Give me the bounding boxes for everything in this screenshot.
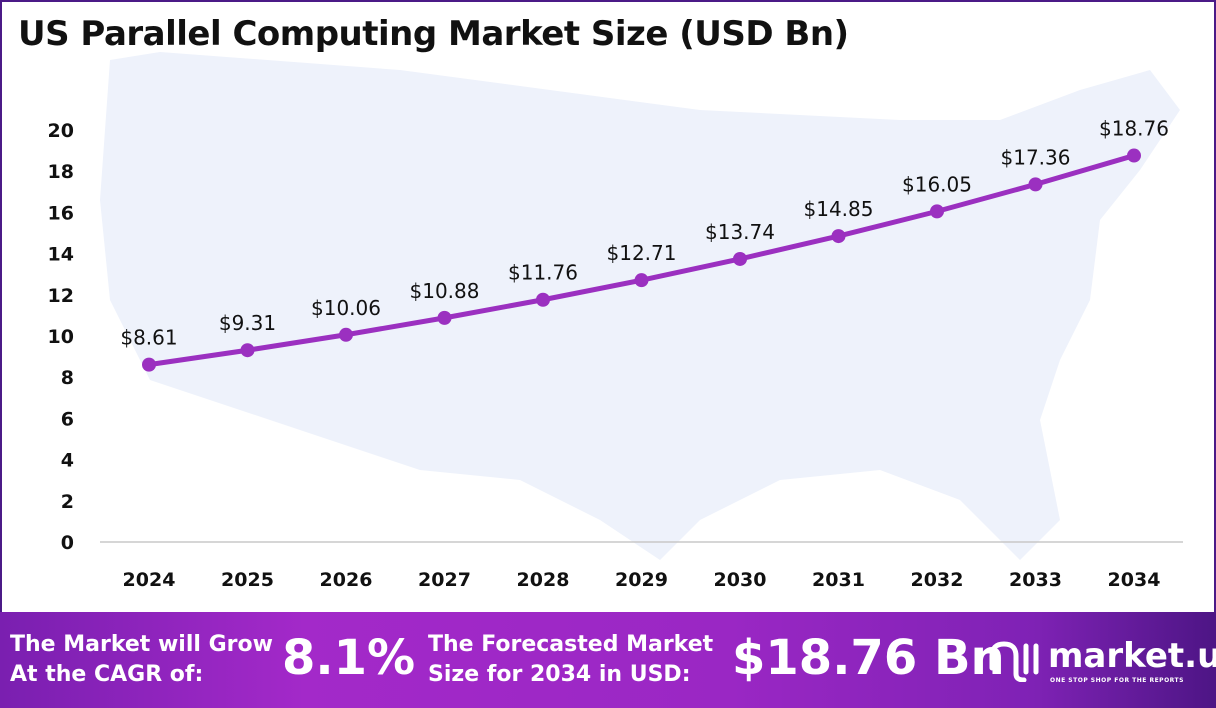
data-label: $14.85 [804, 197, 874, 221]
cagr-value: 8.1% [282, 630, 416, 686]
x-tick-label: 2030 [714, 569, 767, 591]
y-tick-label: 16 [48, 202, 74, 224]
data-label: $11.76 [508, 261, 578, 285]
y-tick-label: 0 [61, 532, 74, 554]
logo-tagline: ONE STOP SHOP FOR THE REPORTS [1050, 677, 1184, 684]
data-label: $9.31 [219, 311, 276, 335]
data-point [733, 251, 747, 266]
y-tick-label: 4 [61, 450, 74, 472]
x-tick-label: 2034 [1108, 569, 1161, 591]
forecast-value: $18.76 Bn [732, 630, 1005, 686]
x-tick-label: 2031 [812, 569, 865, 591]
x-tick-label: 2027 [418, 569, 471, 591]
data-label: $18.76 [1099, 117, 1169, 141]
y-tick-label: 14 [48, 244, 74, 266]
summary-banner: The Market will Grow At the CAGR of: 8.1… [0, 612, 1216, 708]
forecast-label-line2: Size for 2034 in USD: [428, 662, 691, 687]
y-tick-label: 2 [61, 491, 74, 513]
data-point [930, 204, 944, 219]
market-us-logo-icon [989, 641, 1039, 682]
data-label: $12.71 [607, 241, 677, 265]
x-tick-label: 2024 [123, 569, 176, 591]
data-label: $17.36 [1001, 145, 1071, 169]
x-tick-label: 2028 [517, 569, 570, 591]
data-point [634, 273, 649, 288]
line-chart: 0 2 4 6 8 10 12 14 16 18 20 2024 2025 2026 2027 2028 20… [48, 52, 1183, 591]
cagr-label-line2: At the CAGR of: [10, 662, 204, 687]
y-tick-label: 6 [61, 408, 74, 430]
data-point [437, 310, 452, 325]
x-tick-label: 2029 [615, 569, 668, 591]
data-point [240, 343, 255, 358]
x-tick-label: 2032 [911, 569, 964, 591]
cagr-label-line1: The Market will Grow [10, 632, 273, 657]
data-point [1127, 148, 1141, 163]
data-point [1028, 177, 1043, 192]
data-label: $16.05 [902, 172, 972, 196]
data-point [831, 229, 846, 244]
y-tick-label: 8 [61, 367, 74, 389]
forecast-label: The Forecasted Market Size for 2034 in U… [428, 630, 713, 690]
y-tick-label: 18 [48, 161, 74, 183]
x-tick-label: 2033 [1009, 569, 1062, 591]
data-label: $8.61 [120, 326, 177, 350]
y-tick-label: 10 [48, 326, 74, 348]
data-point [142, 357, 156, 372]
forecast-label-line1: The Forecasted Market [428, 632, 714, 657]
data-label: $10.88 [410, 279, 480, 303]
data-point [536, 292, 550, 307]
y-tick-label: 12 [48, 285, 74, 307]
data-label: $13.74 [705, 220, 775, 244]
x-tick-label: 2026 [320, 569, 373, 591]
y-tick-label: 20 [48, 120, 74, 142]
logo-name: market.us [1048, 636, 1216, 676]
data-label: $10.06 [311, 296, 381, 320]
cagr-label: The Market will Grow At the CAGR of: [10, 630, 273, 690]
x-tick-label: 2025 [221, 569, 274, 591]
data-point [339, 327, 353, 342]
chart-title: US Parallel Computing Market Size (USD B… [18, 14, 849, 54]
us-map-background [100, 52, 1180, 560]
